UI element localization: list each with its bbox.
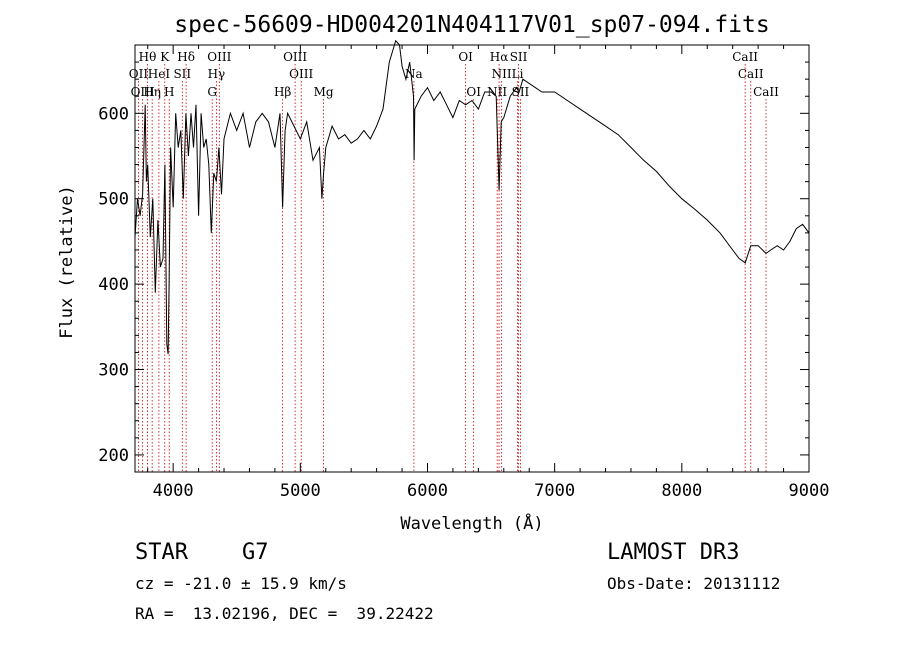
y-tick-label: 300 xyxy=(98,361,129,381)
marker-label: Na xyxy=(405,67,423,81)
redshift-text: cz = -21.0 ± 15.9 km/s xyxy=(135,574,347,593)
marker-label: OI xyxy=(458,50,473,64)
marker-label: OI xyxy=(466,85,481,99)
y-tick-label: 200 xyxy=(98,446,129,466)
marker-label: CaII xyxy=(732,50,758,64)
marker-label: CaII xyxy=(738,67,764,81)
marker-label: OIII xyxy=(207,50,231,64)
coordinates-text: RA = 13.02196, DEC = 39.22422 xyxy=(135,604,434,623)
marker-label: OIII xyxy=(131,85,155,99)
marker-label: Hγ xyxy=(208,67,226,81)
marker-label: K xyxy=(160,50,170,64)
marker-label: H xyxy=(164,85,174,99)
marker-label: NII xyxy=(492,67,512,81)
y-tick-label: 600 xyxy=(98,104,129,124)
marker-label: OIII xyxy=(283,50,307,64)
marker-label: Hθ xyxy=(139,50,157,64)
x-axis: 4000 5000 6000 7000 8000 9000 xyxy=(147,45,830,501)
object-class: STAR xyxy=(135,540,188,565)
marker-label: Hδ xyxy=(177,50,195,64)
y-axis-label: Flux (relative) xyxy=(57,185,77,339)
marker-label: HeI xyxy=(148,67,171,81)
chart-title: spec-56609-HD004201N404117V01_sp07-094.f… xyxy=(174,12,769,38)
y-axis: 200 300 400 500 600 xyxy=(98,61,809,466)
marker-label: OII xyxy=(129,67,149,81)
plot-frame xyxy=(134,44,810,473)
marker-label: G xyxy=(207,85,217,99)
spectrum-line xyxy=(134,39,810,355)
x-tick-label: 4000 xyxy=(153,481,194,501)
marker-label: CaII xyxy=(753,85,779,99)
y-tick-label: 500 xyxy=(98,190,129,210)
x-tick-label: 5000 xyxy=(280,481,321,501)
marker-label: OIII xyxy=(289,67,313,81)
spectral-subclass: G7 xyxy=(242,540,269,565)
marker-label: Li xyxy=(512,67,524,81)
marker-label: Hη xyxy=(143,85,161,99)
survey-name: LAMOST DR3 xyxy=(607,540,740,565)
x-tick-label: 8000 xyxy=(661,481,702,501)
marker-label: NII xyxy=(487,85,507,99)
marker-label: Hα xyxy=(490,50,509,64)
x-axis-label: Wavelength (Å) xyxy=(400,512,543,534)
y-tick-label: 400 xyxy=(98,275,129,295)
x-tick-label: 7000 xyxy=(534,481,575,501)
x-tick-label: 9000 xyxy=(789,481,830,501)
marker-label: SII xyxy=(173,67,191,81)
marker-label: SII xyxy=(510,50,528,64)
marker-label: Mg xyxy=(314,85,334,99)
x-tick-label: 6000 xyxy=(407,481,448,501)
marker-label: Hβ xyxy=(274,85,291,99)
observation-date: Obs-Date: 20131112 xyxy=(607,574,781,593)
